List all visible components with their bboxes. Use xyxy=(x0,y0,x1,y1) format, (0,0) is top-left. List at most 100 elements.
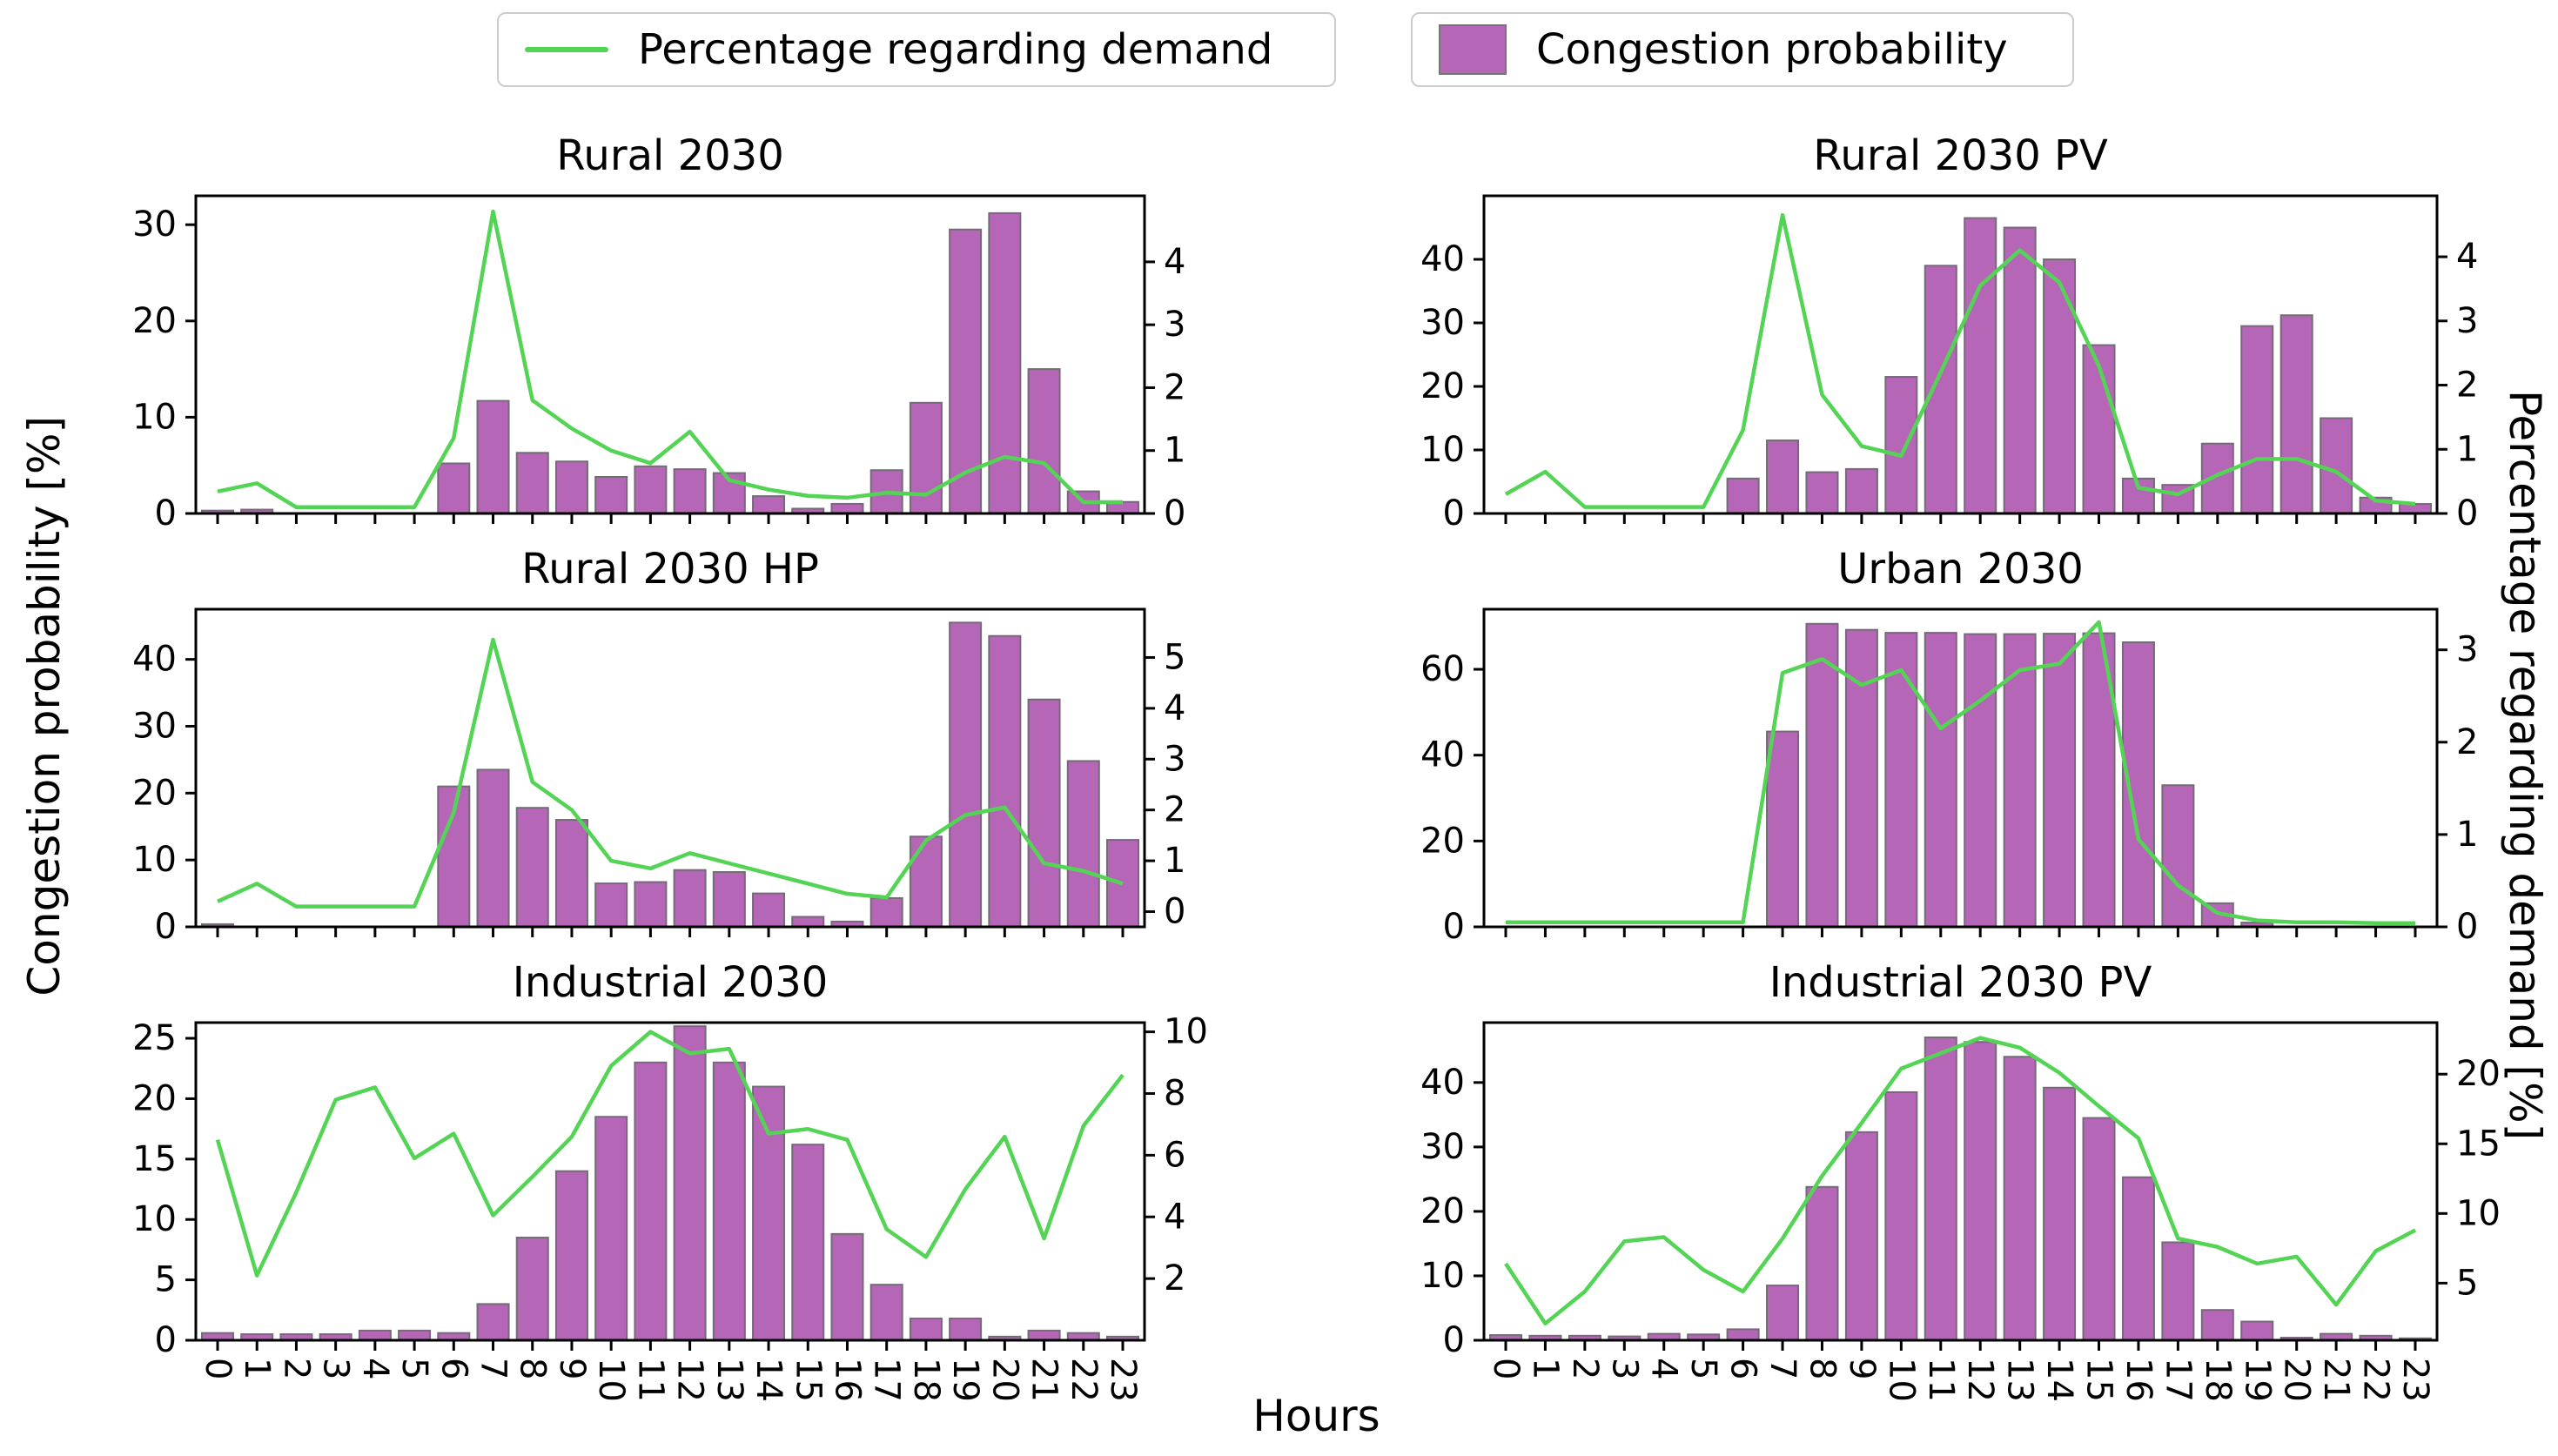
bar-hour-6 xyxy=(1726,477,1760,515)
bar-hour-15 xyxy=(791,1144,825,1341)
x-tick-label: 14 xyxy=(749,1358,789,1402)
demand-line xyxy=(1504,1036,2417,1326)
x-tick-label: 1 xyxy=(237,1358,277,1379)
left-tick-label: 60 xyxy=(1420,649,1465,689)
right-tick-label: 10 xyxy=(2456,1193,2501,1233)
bar-hour-11 xyxy=(1924,265,1957,515)
y-axis-label-right: Percentage regarding demand [%] xyxy=(2500,390,2550,1141)
bar-hour-20 xyxy=(988,211,1022,515)
demand-line xyxy=(217,209,1123,510)
right-tick-label: 4 xyxy=(1164,688,1185,728)
bar-hour-16 xyxy=(830,1232,864,1342)
x-tick-label: 5 xyxy=(1683,1358,1723,1379)
bar-hour-21 xyxy=(1027,1329,1061,1341)
bar-hour-15 xyxy=(2082,1117,2116,1341)
bar-hour-13 xyxy=(2003,226,2037,514)
x-tick-label: 8 xyxy=(513,1358,553,1379)
plot-canvas-rural-2030-hp: 0 10 20 30 40 0 1 2 3 4 5 xyxy=(132,607,1185,947)
bar-hour-13 xyxy=(712,870,746,928)
bar-hour-9 xyxy=(554,819,588,928)
left-tick-label: 20 xyxy=(132,773,177,813)
right-tick-label: 2 xyxy=(1164,367,1185,407)
bar-hour-6 xyxy=(437,462,471,515)
left-tick-label: 0 xyxy=(155,493,177,533)
x-tick-label: 18 xyxy=(2198,1358,2238,1402)
right-tick-label: 20 xyxy=(2456,1054,2501,1094)
bar-hour-9 xyxy=(1844,628,1878,928)
x-tick-label: 3 xyxy=(1604,1358,1644,1379)
bar-hour-21 xyxy=(1027,368,1061,514)
bar-hour-9 xyxy=(1844,467,1878,514)
x-tick-label: 17 xyxy=(867,1358,907,1402)
bar-hour-5 xyxy=(398,1329,432,1341)
x-tick-label: 23 xyxy=(1103,1358,1143,1402)
x-tick-label: 16 xyxy=(827,1358,867,1402)
right-tick-label: 3 xyxy=(2456,630,2478,670)
right-tick-label: 15 xyxy=(2456,1124,2501,1164)
bar-hour-12 xyxy=(673,468,707,515)
left-tick-label: 20 xyxy=(132,1078,177,1118)
bar-hour-19 xyxy=(949,1318,983,1341)
bar-hour-12 xyxy=(673,869,707,928)
bar-hour-6 xyxy=(1726,1328,1760,1341)
x-tick-label: 1 xyxy=(1525,1358,1565,1379)
demand-line xyxy=(215,1030,1125,1278)
y-axis-label-left: Congestion probability [%] xyxy=(19,416,70,996)
right-tick-label: 0 xyxy=(1164,493,1185,533)
bar-hour-13 xyxy=(712,472,746,514)
bar-hour-15 xyxy=(2082,344,2116,514)
bar-hour-8 xyxy=(1805,471,1839,514)
bar-hour-15 xyxy=(791,916,825,929)
bar-hour-10 xyxy=(1884,376,1918,514)
bar-hour-8 xyxy=(515,1237,549,1342)
bar-hour-8 xyxy=(515,452,549,514)
bar-hour-11 xyxy=(1924,632,1957,928)
x-tick-label: 21 xyxy=(1024,1358,1064,1402)
x-tick-label: 13 xyxy=(2000,1358,2040,1402)
bar-hour-7 xyxy=(1766,1285,1800,1342)
congestion-bar-swatch xyxy=(1439,24,1507,75)
left-tick-label: 10 xyxy=(132,397,177,437)
bar-hour-23 xyxy=(2399,503,2432,514)
bar-hour-14 xyxy=(2043,1086,2077,1341)
bar-hour-7 xyxy=(1766,439,1800,514)
right-tick-label: 0 xyxy=(2456,907,2478,947)
x-tick-label: 17 xyxy=(2158,1358,2198,1402)
plot-frame xyxy=(1482,194,2439,515)
plot-rural-2030: Rural 2030 0 10 20 30 0 1 2 3 4 xyxy=(132,131,1185,533)
x-tick-label: 4 xyxy=(355,1358,395,1379)
right-tick-label: 8 xyxy=(1164,1074,1185,1114)
right-tick-label: 5 xyxy=(1164,637,1185,677)
bar-hour-10 xyxy=(594,475,628,514)
plot-frame xyxy=(1482,607,2439,929)
bar-hour-18 xyxy=(909,835,943,928)
right-tick-label: 2 xyxy=(1164,790,1185,830)
left-tick-label: 5 xyxy=(155,1260,177,1300)
left-tick-label: 30 xyxy=(1420,303,1465,343)
bar-hour-11 xyxy=(634,1061,668,1341)
left-tick-label: 40 xyxy=(1420,735,1465,775)
left-tick-label: 20 xyxy=(132,301,177,341)
bar-hour-9 xyxy=(554,460,588,515)
left-tick-label: 10 xyxy=(1420,1256,1465,1296)
legend-demand: Percentage regarding demand xyxy=(497,12,1336,87)
plot-rural-2030-hp: Rural 2030 HP 0 10 20 30 40 0 1 2 3 4 5 xyxy=(132,545,1185,947)
x-tick-label: 3 xyxy=(316,1358,356,1379)
right-tick-label: 1 xyxy=(1164,431,1185,471)
x-tick-label: 22 xyxy=(1064,1358,1104,1402)
bar-hour-10 xyxy=(594,1116,628,1342)
x-tick-label: 0 xyxy=(198,1358,238,1379)
bar-hour-17 xyxy=(2161,784,2195,928)
left-tick-label: 10 xyxy=(1420,430,1465,470)
bar-hour-19 xyxy=(2240,325,2274,514)
bar-hour-12 xyxy=(673,1025,707,1341)
bar-hour-14 xyxy=(752,892,786,928)
plot-rural-2030-pv: Rural 2030 PV 0 10 20 30 40 0 1 2 3 4 xyxy=(1420,131,2478,533)
left-tick-label: 40 xyxy=(1420,239,1465,279)
plot-industrial-2030: Industrial 2030 0 5 10 15 20 25 2 4 6 8 10 0 1 2 3 4 5 6 7… xyxy=(132,958,1208,1402)
plot-frame xyxy=(1482,1021,2439,1342)
bar-hour-22 xyxy=(1066,760,1100,928)
plot-frame xyxy=(194,194,1146,515)
x-tick-label: 6 xyxy=(1723,1358,1763,1379)
